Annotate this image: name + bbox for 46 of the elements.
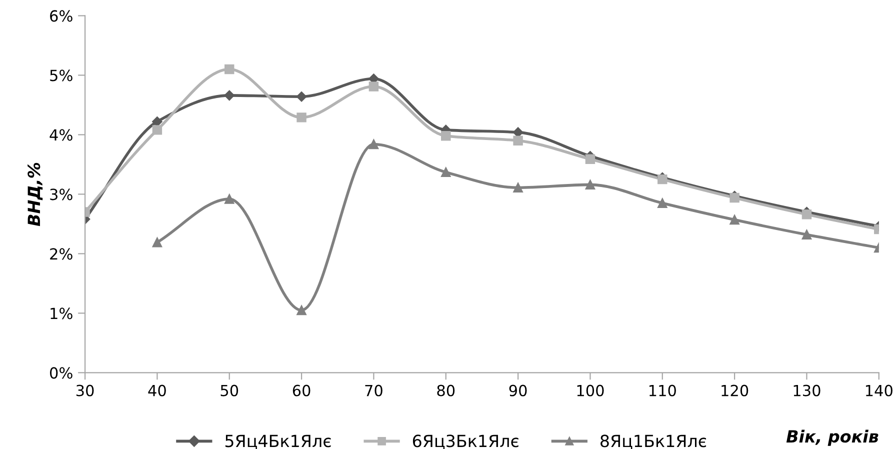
point (152, 125, 162, 135)
point (296, 305, 306, 316)
point (368, 82, 379, 92)
y-tick-label: 1% (50, 308, 72, 320)
point (152, 116, 162, 127)
point (224, 90, 234, 101)
x-tick-label: 100 (577, 384, 604, 396)
legend-label: 6Яц3Бк1Ялє (412, 434, 518, 449)
point (441, 131, 451, 141)
point (368, 139, 379, 150)
x-tick-label: 130 (794, 384, 820, 396)
x-tick-label: 90 (509, 384, 527, 396)
legend-label: 8Яц1Бк1Ялє (600, 434, 706, 449)
point (585, 180, 596, 190)
y-tick-label: 2% (50, 248, 72, 260)
y-tick-label: 4% (50, 129, 72, 141)
x-tick-label: 80 (437, 384, 455, 396)
x-tick-label: 60 (292, 384, 310, 396)
point (441, 167, 451, 178)
point (802, 230, 812, 240)
point (730, 214, 740, 225)
point (152, 238, 162, 248)
x-tick-label: 50 (220, 384, 238, 396)
point (512, 127, 524, 138)
y-tick-label: 3% (50, 188, 72, 200)
point (513, 182, 523, 193)
x-tick-label: 140 (866, 384, 892, 396)
y-tick-label: 6% (50, 10, 72, 22)
point (224, 194, 234, 204)
y-tick-label: 0% (50, 367, 72, 379)
x-tick-label: 120 (722, 384, 748, 396)
x-axis-title: Вік, років (786, 430, 878, 446)
x-tick-label: 110 (649, 384, 676, 396)
point (296, 112, 306, 122)
point (296, 92, 307, 102)
x-tick-label: 70 (365, 384, 382, 396)
y-axis-title: ВНД,% (28, 162, 43, 226)
x-tick-label: 40 (148, 384, 166, 396)
point (224, 64, 234, 74)
point (658, 198, 668, 208)
point (585, 154, 596, 164)
point (513, 136, 523, 146)
legend-label: 5Яц4Бк1Ялє (225, 434, 331, 449)
x-tick-label: 30 (76, 384, 94, 396)
y-tick-label: 5% (50, 70, 72, 82)
point (802, 210, 812, 220)
